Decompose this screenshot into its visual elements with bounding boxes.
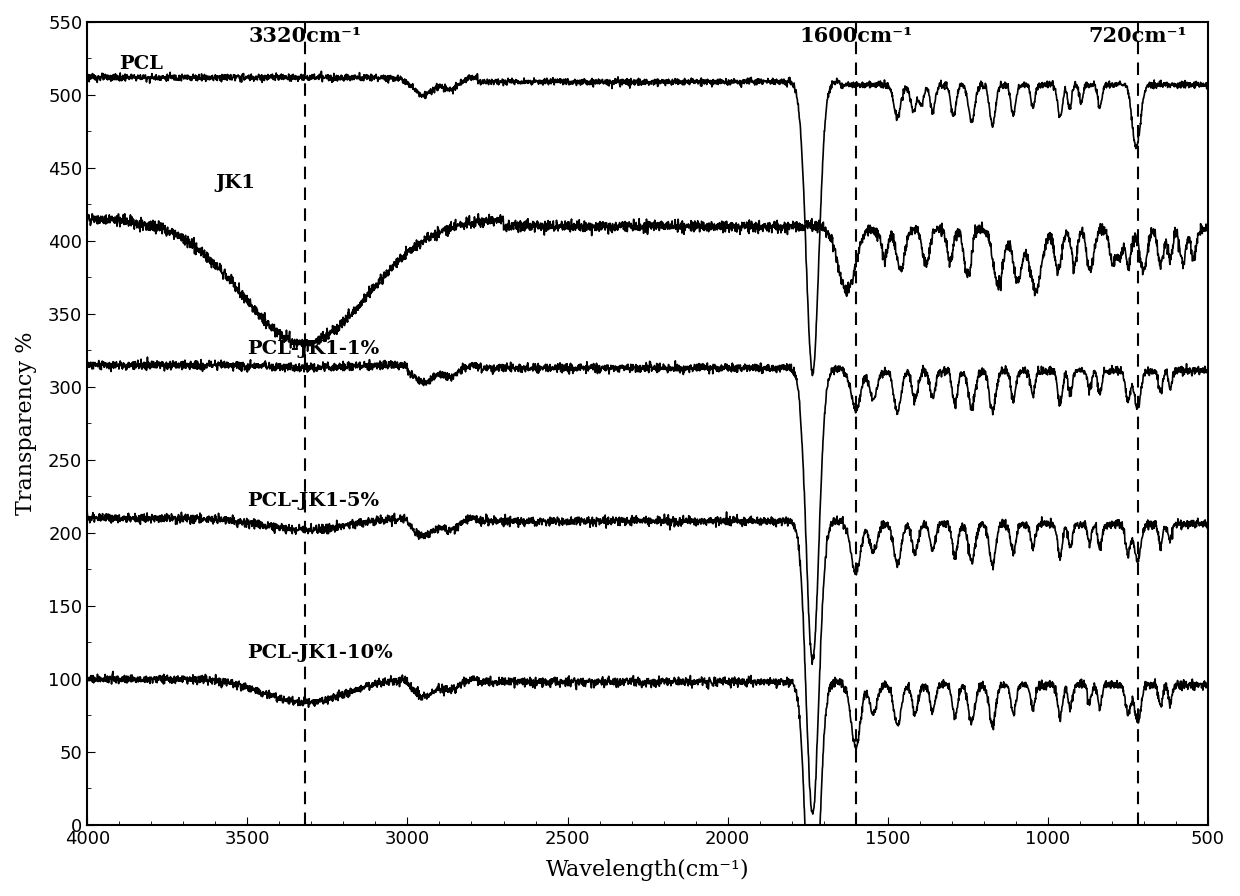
Text: 1600cm⁻¹: 1600cm⁻¹: [799, 26, 913, 47]
Text: 720cm⁻¹: 720cm⁻¹: [1089, 26, 1187, 47]
Text: JK1: JK1: [216, 174, 255, 192]
X-axis label: Wavelength(cm⁻¹): Wavelength(cm⁻¹): [546, 859, 749, 881]
Text: PCL: PCL: [119, 56, 164, 73]
Text: PCL-JK1-10%: PCL-JK1-10%: [247, 643, 393, 661]
Text: PCL-JK1-5%: PCL-JK1-5%: [247, 492, 379, 510]
Y-axis label: Transparency %: Transparency %: [15, 332, 37, 515]
Text: 3320cm⁻¹: 3320cm⁻¹: [248, 26, 362, 47]
Text: PCL-JK1-1%: PCL-JK1-1%: [247, 340, 379, 358]
